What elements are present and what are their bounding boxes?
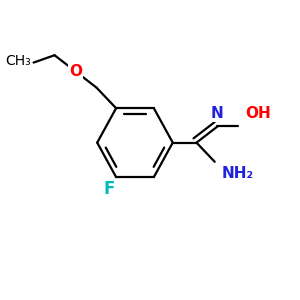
Text: OH: OH — [245, 106, 271, 121]
Text: NH₂: NH₂ — [222, 166, 254, 181]
Text: O: O — [69, 64, 82, 79]
Text: F: F — [103, 180, 115, 198]
Text: CH₃: CH₃ — [5, 54, 31, 68]
Text: N: N — [211, 106, 224, 121]
